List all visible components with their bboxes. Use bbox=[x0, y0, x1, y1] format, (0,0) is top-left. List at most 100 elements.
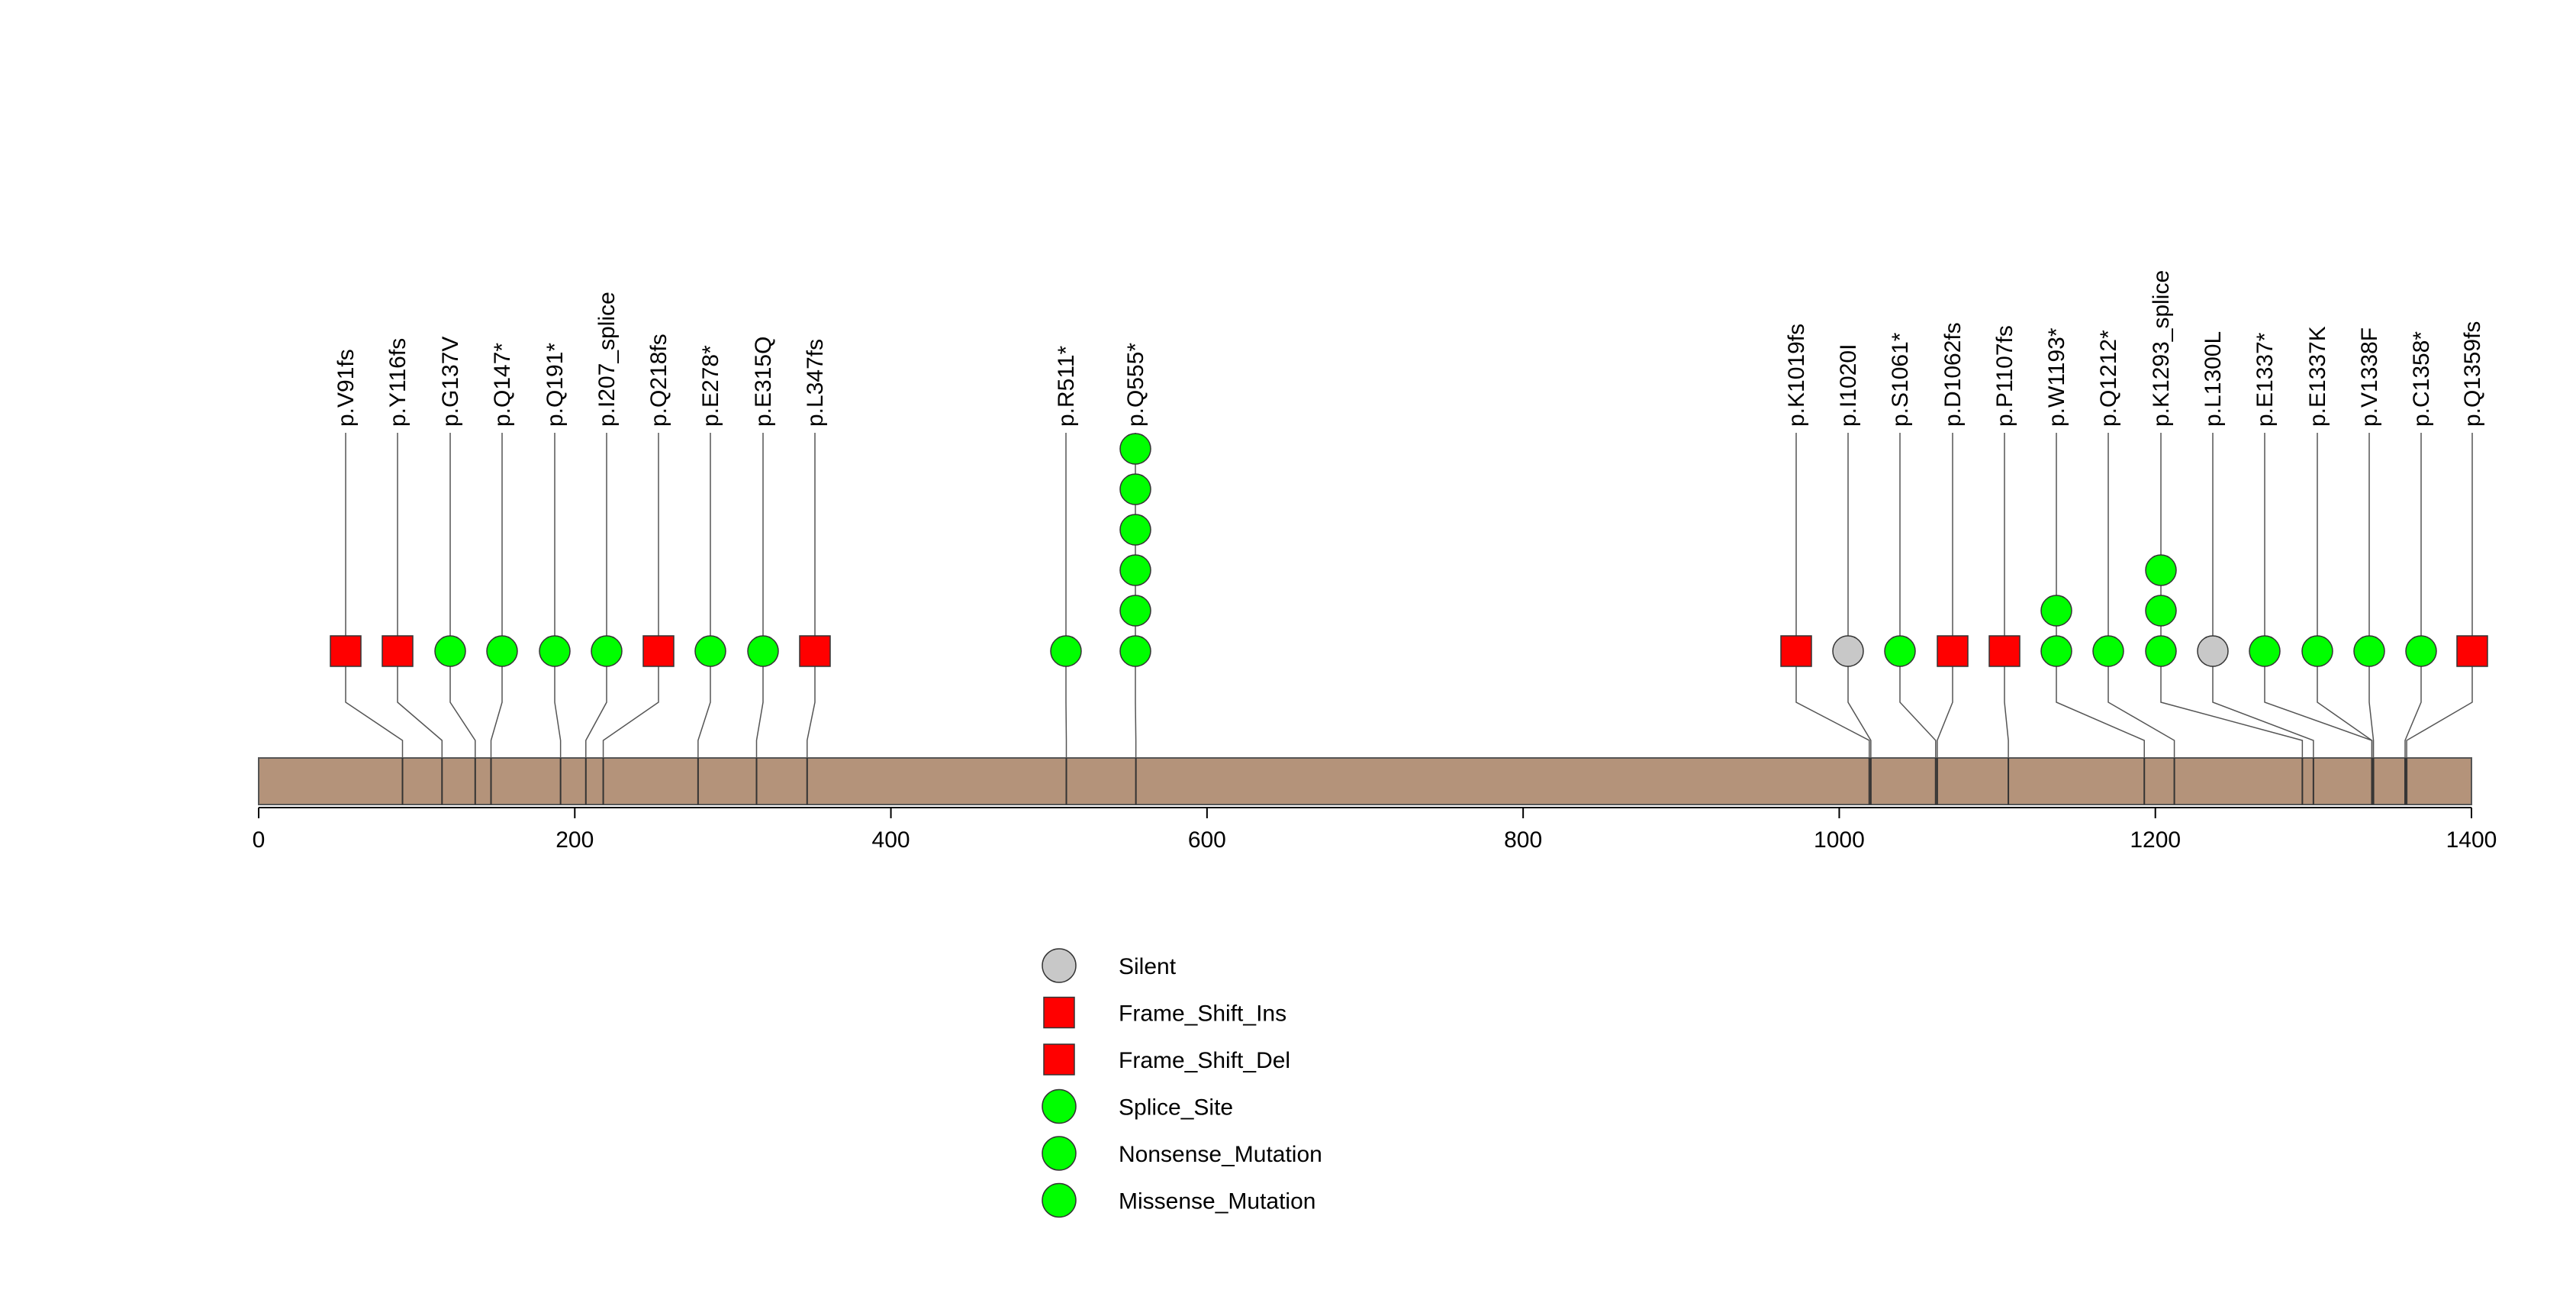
mutation-connector bbox=[1847, 651, 1872, 758]
legend-swatch-missense-mutation bbox=[1042, 1182, 1077, 1218]
mutation-marker-square bbox=[330, 635, 362, 667]
mutation-marker-circle bbox=[2405, 635, 2437, 667]
mutation-marker-square bbox=[382, 635, 414, 667]
mutation-marker-square bbox=[799, 635, 831, 667]
legend-swatch-splice-site bbox=[1042, 1088, 1077, 1124]
mutation-marker-circle bbox=[1119, 595, 1151, 627]
mutation-markers bbox=[330, 433, 2488, 667]
mutation-label-p-c1358: p.C1358* bbox=[2409, 331, 2434, 427]
mutation-labels: p.V91fs p.Y116fs p.G137V p.Q147* p.Q191* p.I2… bbox=[333, 270, 2485, 427]
mutation-connector bbox=[2004, 651, 2009, 758]
protein-position-marks bbox=[401, 758, 2408, 805]
mutation-marker-circle bbox=[2040, 595, 2072, 627]
mutation-label-p-q555: p.Q555* bbox=[1123, 343, 1148, 427]
mutation-connector bbox=[490, 651, 503, 758]
mutation-label-p-d1062fs: p.D1062fs bbox=[1940, 322, 1966, 427]
mutation-marker-circle bbox=[1119, 514, 1151, 546]
protein-bar bbox=[258, 757, 2472, 805]
mutation-marker-circle bbox=[1119, 635, 1151, 667]
mutation-label-p-l1300l: p.L1300L bbox=[2201, 331, 2226, 427]
mutation-marker-circle bbox=[1050, 635, 1082, 667]
mutation-label-p-e315q: p.E315Q bbox=[751, 337, 776, 427]
mutation-marker-circle bbox=[434, 635, 466, 667]
mutation-marker-square bbox=[1937, 635, 1969, 667]
mutation-label-p-e278: p.E278* bbox=[698, 345, 723, 427]
mutation-marker-square bbox=[1988, 635, 2021, 667]
mutation-label-p-q147: p.Q147* bbox=[490, 343, 515, 427]
x-tick-label: 0 bbox=[253, 827, 266, 853]
mutation-connector bbox=[1937, 651, 1953, 758]
mutation-label-p-q1359fs: p.Q1359fs bbox=[2460, 321, 2485, 427]
mutation-connector bbox=[755, 651, 764, 758]
mutation-connector bbox=[2368, 651, 2375, 758]
mutation-label-p-s1061: p.S1061* bbox=[1888, 332, 1913, 427]
mutation-label-p-e1337k: p.E1337K bbox=[2305, 326, 2330, 427]
mutation-label-p-g137v: p.G137V bbox=[438, 337, 463, 427]
mutation-marker-circle bbox=[2301, 635, 2333, 667]
mutation-marker-circle bbox=[2249, 635, 2281, 667]
mutation-connector bbox=[397, 651, 443, 758]
mutation-connector bbox=[602, 651, 659, 758]
mutation-connector bbox=[554, 651, 562, 758]
mutation-connector bbox=[345, 651, 404, 758]
legend-label-frame-shift-ins: Frame_Shift_Ins bbox=[1119, 1001, 1286, 1027]
mutation-label-p-y116fs: p.Y116fs bbox=[385, 338, 411, 427]
legend-label-splice-site: Splice_Site bbox=[1119, 1095, 1233, 1121]
connector-lines bbox=[345, 433, 2473, 758]
mutation-connector bbox=[2317, 651, 2373, 758]
mutation-connector bbox=[2212, 651, 2314, 758]
mutation-label-p-l347fs: p.L347fs bbox=[803, 339, 828, 427]
mutation-connector bbox=[697, 651, 711, 758]
x-tick-label: 1000 bbox=[1814, 827, 1865, 853]
mutation-marker-circle bbox=[486, 635, 518, 667]
mutation-connector bbox=[2107, 651, 2175, 758]
mutation-connector bbox=[1135, 651, 1137, 758]
mutation-connector bbox=[2404, 651, 2422, 758]
legend-label-frame-shift-del: Frame_Shift_Del bbox=[1119, 1048, 1290, 1073]
mutation-label-p-p1107fs: p.P1107fs bbox=[1992, 325, 2017, 427]
mutation-label-p-q1212: p.Q1212* bbox=[2096, 330, 2121, 427]
mutation-connector bbox=[1795, 651, 1870, 758]
mutation-connector bbox=[2056, 651, 2145, 758]
mutation-connector bbox=[2160, 651, 2304, 758]
mutation-marker-circle bbox=[694, 635, 726, 667]
legend: Silent Frame_Shift_Ins Frame_Shift_Del Spli… bbox=[1042, 948, 1322, 1218]
mutation-connector bbox=[1899, 651, 1937, 758]
legend-swatch-nonsense-mutation bbox=[1042, 1136, 1077, 1171]
mutation-marker-circle bbox=[2092, 635, 2124, 667]
mutation-marker-circle bbox=[1119, 433, 1151, 465]
legend-label-nonsense-mutation: Nonsense_Mutation bbox=[1119, 1142, 1322, 1167]
x-tick-label: 1400 bbox=[2446, 827, 2497, 853]
mutation-connector bbox=[807, 651, 816, 758]
mutation-marker-circle bbox=[1119, 554, 1151, 586]
mutation-connector bbox=[585, 651, 607, 758]
mutation-connector bbox=[2406, 651, 2473, 758]
mutation-marker-circle bbox=[2145, 554, 2177, 586]
mutation-label-p-k1019fs: p.K1019fs bbox=[1784, 324, 1809, 427]
mutation-marker-circle bbox=[1119, 473, 1151, 505]
mutation-label-p-q218fs: p.Q218fs bbox=[646, 334, 671, 427]
x-tick-label: 400 bbox=[872, 827, 910, 853]
mutation-label-p-w1193: p.W1193* bbox=[2044, 327, 2069, 427]
x-tick-label: 200 bbox=[555, 827, 594, 853]
x-tick-label: 600 bbox=[1188, 827, 1226, 853]
mutation-label-p-v1338f: p.V1338F bbox=[2357, 327, 2382, 427]
x-axis: 0 200 400 600 800 1000 1200 1400 bbox=[253, 807, 2497, 853]
mutation-connector bbox=[449, 651, 476, 758]
mutation-marker-circle bbox=[591, 635, 623, 667]
x-tick-label: 1200 bbox=[2130, 827, 2181, 853]
mutation-marker-circle bbox=[2145, 635, 2177, 667]
mutation-marker-circle bbox=[747, 635, 779, 667]
mutation-connector bbox=[1065, 651, 1067, 758]
mutation-connector bbox=[2264, 651, 2373, 758]
legend-label-silent: Silent bbox=[1119, 954, 1177, 979]
mutation-marker-square bbox=[642, 635, 675, 667]
mutation-marker-circle bbox=[2145, 595, 2177, 627]
mutation-label-p-v91fs: p.V91fs bbox=[333, 349, 359, 427]
mutation-marker-circle bbox=[2197, 635, 2229, 667]
mutation-marker-circle bbox=[1884, 635, 1916, 667]
mutation-marker-circle bbox=[1832, 635, 1864, 667]
mutation-label-p-i1020i: p.I1020I bbox=[1836, 344, 1861, 427]
mutation-label-p-e1337: p.E1337* bbox=[2252, 332, 2278, 427]
